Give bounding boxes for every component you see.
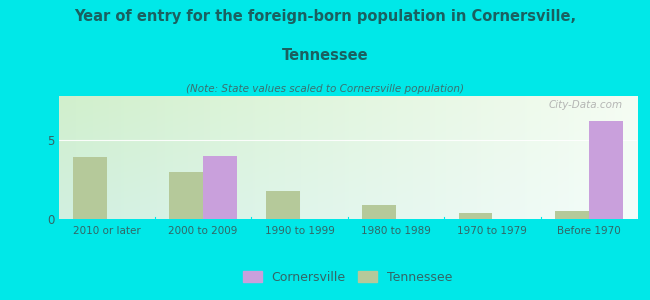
- Bar: [459, 213, 493, 219]
- Text: Year of entry for the foreign-born population in Cornersville,: Year of entry for the foreign-born popul…: [74, 9, 576, 24]
- Text: City-Data.com: City-Data.com: [549, 100, 623, 110]
- Legend: Cornersville, Tennessee: Cornersville, Tennessee: [238, 266, 458, 289]
- Bar: [266, 190, 300, 219]
- Bar: [73, 158, 107, 219]
- Bar: [362, 205, 396, 219]
- Bar: [203, 156, 237, 219]
- Text: Tennessee: Tennessee: [281, 48, 369, 63]
- Bar: [589, 121, 623, 219]
- Text: (Note: State values scaled to Cornersville population): (Note: State values scaled to Cornersvil…: [186, 84, 464, 94]
- Bar: [170, 172, 203, 219]
- Bar: [555, 211, 589, 219]
